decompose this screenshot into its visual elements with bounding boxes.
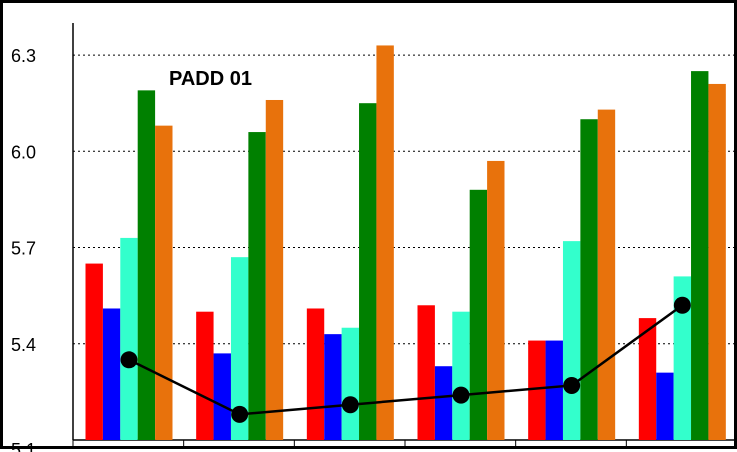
bar [102, 308, 121, 440]
line-path [128, 304, 684, 416]
y-tick-label: 5.7 [11, 239, 36, 259]
bar [230, 257, 249, 440]
bar [673, 276, 692, 440]
bar [469, 189, 488, 440]
bar [248, 132, 266, 441]
bar [638, 318, 657, 440]
bar [155, 125, 173, 441]
bar [528, 340, 546, 440]
bar [324, 334, 342, 440]
bar [85, 263, 103, 440]
bar [341, 327, 360, 440]
bar [306, 308, 325, 440]
bar [691, 71, 709, 440]
chart-title: PADD 01 [169, 68, 252, 90]
bar [265, 99, 284, 440]
bar [359, 103, 377, 440]
bar [452, 311, 470, 440]
line-series [120, 296, 691, 423]
line-point [452, 386, 470, 404]
y-tick-label: 5.1 [11, 440, 36, 452]
bar [708, 83, 726, 440]
line-point [563, 376, 581, 394]
bar [580, 119, 598, 440]
y-tick-label: 6.0 [11, 142, 36, 162]
bar-line-chart: 5.1 5.4 5.7 6.0 6.3 PADD 01 [11, 23, 737, 452]
line-point [673, 296, 691, 314]
y-tick-label: 6.3 [11, 46, 36, 66]
bar [417, 305, 435, 440]
bar [196, 311, 214, 440]
bar [545, 340, 563, 440]
bars [85, 45, 726, 441]
line-point [341, 396, 359, 414]
bar [434, 366, 453, 440]
y-tick-label: 5.4 [11, 335, 36, 355]
line-point [120, 351, 138, 369]
tick-labels: 5.1 5.4 5.7 6.0 6.3 [11, 46, 36, 452]
bar [137, 90, 156, 440]
line-point [231, 405, 249, 423]
bar [656, 372, 674, 440]
bar [597, 109, 616, 440]
bar [562, 241, 581, 440]
grid-lines [73, 54, 737, 345]
bar [213, 353, 231, 440]
bar [120, 237, 138, 440]
bar [376, 45, 394, 440]
bar [487, 160, 505, 440]
axes [72, 23, 737, 446]
